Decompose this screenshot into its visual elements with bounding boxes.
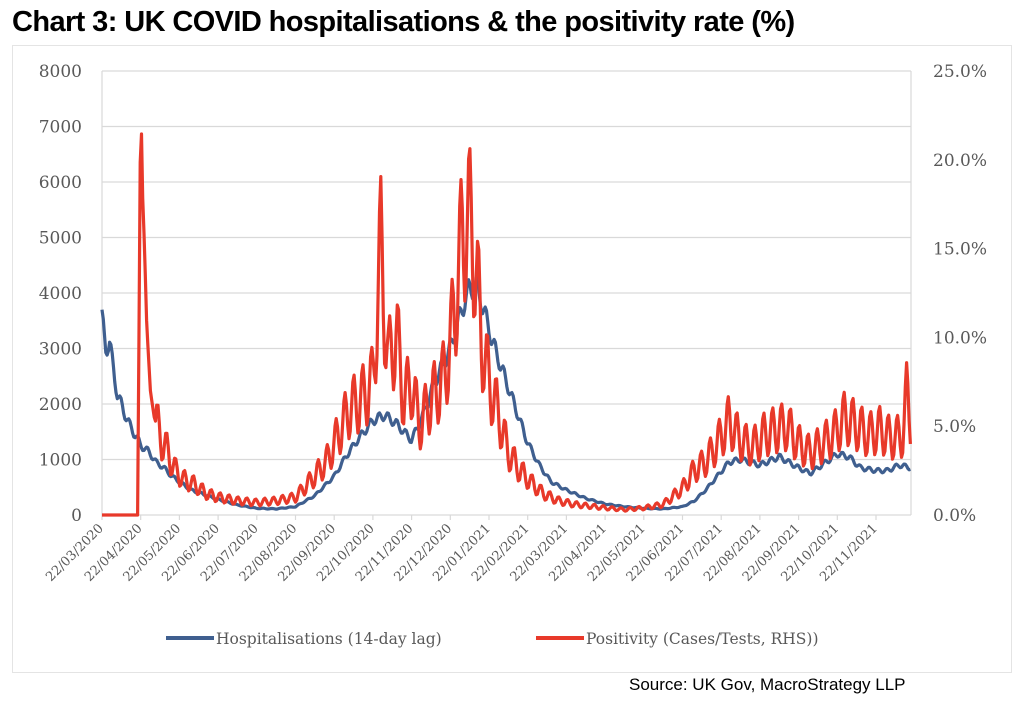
y-tick-label-right: 15.0% xyxy=(933,240,987,260)
y-tick-label-left: 8000 xyxy=(39,62,82,82)
y-tick-label-right: 0.0% xyxy=(933,506,976,526)
y-tick-label-left: 3000 xyxy=(39,340,82,360)
series-line-hospitalisations xyxy=(100,275,911,511)
source-note: Source: UK Gov, MacroStrategy LLP xyxy=(629,675,906,694)
chart-title: Chart 3: UK COVID hospitalisations & the… xyxy=(12,6,795,38)
y-tick-label-left: 0 xyxy=(71,506,82,526)
y-tick-label-right: 5.0% xyxy=(933,417,976,437)
y-tick-label-left: 1000 xyxy=(39,451,82,471)
y-tick-label-right: 10.0% xyxy=(933,328,987,348)
y-tick-label-left: 2000 xyxy=(39,395,82,415)
y-tick-label-left: 4000 xyxy=(39,284,82,304)
series-lines xyxy=(100,132,912,517)
legend-label-positivity: Positivity (Cases/Tests, RHS)) xyxy=(586,630,819,648)
x-axis: 22/03/202022/04/202022/05/202022/06/2020… xyxy=(43,515,881,585)
y-axis-left: 0 1000 2000 3000 4000 5000 6000 7000 8000 xyxy=(39,62,82,526)
y-tick-label-left: 7000 xyxy=(39,118,82,138)
gridlines xyxy=(101,70,912,516)
y-tick-label-left: 5000 xyxy=(39,229,82,249)
series-line-positivity xyxy=(101,132,912,517)
legend-label-hospitalisations: Hospitalisations (14-day lag) xyxy=(216,630,442,648)
y-tick-label-left: 6000 xyxy=(39,173,82,193)
legend: Hospitalisations (14-day lag) Positivity… xyxy=(166,630,819,648)
y-tick-label-right: 25.0% xyxy=(933,62,987,82)
y-axis-right: 0.0% 5.0% 10.0% 15.0% 20.0% 25.0% xyxy=(933,62,987,526)
y-tick-label-right: 20.0% xyxy=(933,151,987,171)
chart-frame xyxy=(12,45,1012,673)
